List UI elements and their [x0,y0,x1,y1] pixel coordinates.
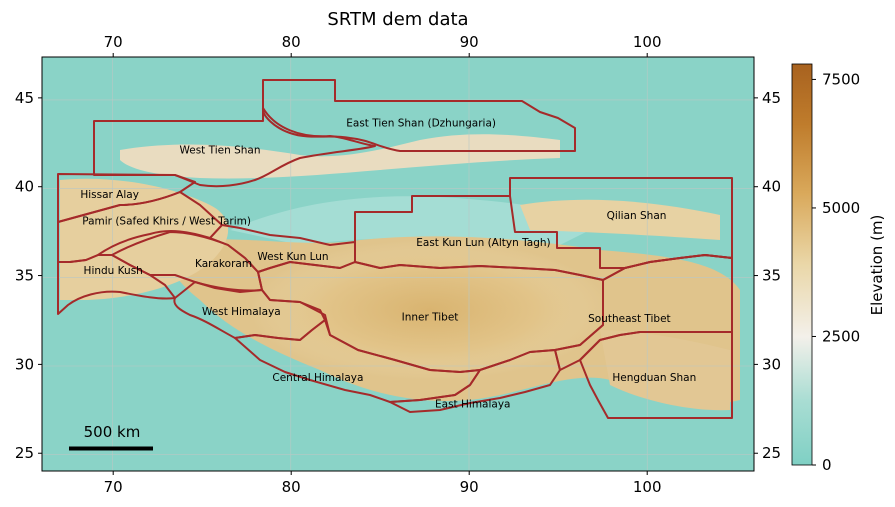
region-boundaries [57,79,733,419]
region-label: Karakoram [195,258,252,270]
region-label: East Kun Lun (Altyn Tagh) [416,237,550,249]
colorbar-ticks: 0 2500 5000 7500 [812,70,860,474]
boundary-hengduan [579,331,733,419]
colorbar-tick-label: 0 [822,456,832,474]
map-title: SRTM dem data [327,9,468,30]
lon-tick-label-top: 80 [282,33,301,51]
lat-tick-label-right: 45 [762,89,781,107]
lat-tick-label-right: 25 [762,444,781,462]
boundary-east-himalaya [389,349,561,413]
lat-tick-label-right: 40 [762,178,781,196]
lat-tick-label-left: 25 [15,444,34,462]
lat-tick-label-left: 35 [15,267,34,285]
boundary-west-himalaya [173,281,326,341]
lat-tick-label-left: 45 [15,89,34,107]
lat-tick-label-right: 35 [762,267,781,285]
lon-tick-label-top: 90 [460,33,479,51]
axis-ticks: 70 70 80 80 90 90 100 100 25 25 30 30 35 35 40 40 45 45 [15,33,781,496]
region-label: Pamir (Safed Khirs / West Tarim) [82,215,251,227]
lon-tick-label-bottom: 70 [104,478,123,496]
colorbar-tick-label: 2500 [822,327,860,345]
colorbar: 0 2500 5000 7500 Elevation (m) [791,63,886,474]
hengduan-range [600,330,730,411]
region-label: East Himalaya [435,398,510,410]
map-frame [41,56,755,472]
scale-bar-label: 500 km [84,423,141,441]
lon-tick-label-bottom: 80 [282,478,301,496]
boundary-central-himalaya [234,319,481,403]
lat-tick-label-left: 30 [15,355,34,373]
lon-tick-label-bottom: 90 [460,478,479,496]
scale-bar: 500 km [69,423,153,451]
region-labels: East Tien Shan (Dzhungaria) West Tien Sha… [80,118,696,411]
region-label: West Tien Shan [179,144,260,156]
region-label: Inner Tibet [402,311,459,323]
tarim-basin [230,196,600,245]
region-label: Central Himalaya [272,372,363,384]
region-label: Qilian Shan [607,210,667,222]
colorbar-gradient [791,63,813,466]
lon-tick-label-bottom: 100 [633,478,662,496]
region-label: West Kun Lun [257,251,328,263]
boundary-east-tien-shan [262,79,576,152]
lat-tick-label-left: 40 [15,178,34,196]
colorbar-label: Elevation (m) [868,215,886,316]
lat-tick-label-right: 30 [762,355,781,373]
region-label: Hindu Kush [84,265,143,277]
colorbar-tick-label: 7500 [822,70,860,88]
region-label: Hengduan Shan [612,372,696,384]
boundary-west-tien-shan [93,107,376,188]
region-label: Hissar Alay [80,189,139,201]
grid [42,57,754,471]
lon-tick-label-top: 70 [104,33,123,51]
lon-tick-label-top: 100 [633,33,662,51]
colorbar-tick-label: 5000 [822,199,860,217]
region-label: Southeast Tibet [588,313,671,325]
tien-shan [120,134,560,179]
region-label: West Himalaya [202,306,281,318]
qilian-range [520,199,720,240]
region-label: East Tien Shan (Dzhungaria) [346,118,496,130]
